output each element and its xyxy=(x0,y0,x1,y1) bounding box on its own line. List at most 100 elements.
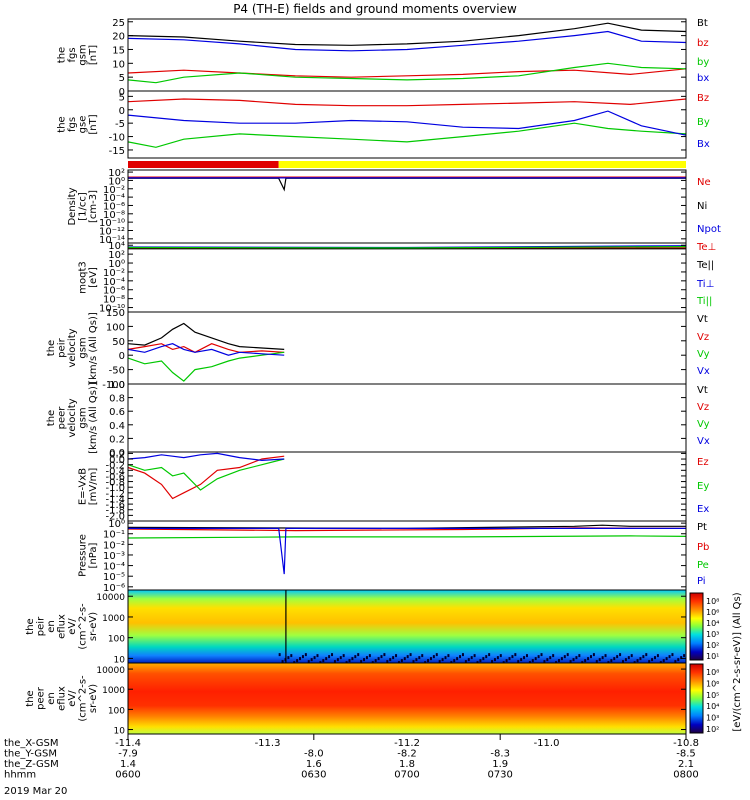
ylabel-line: [nPa] xyxy=(88,542,99,568)
noise-speck xyxy=(584,659,587,663)
noise-speck xyxy=(674,660,677,664)
noise-speck xyxy=(592,653,595,657)
noise-speck xyxy=(525,654,528,658)
ylabel-temperature: moqt3 [eV] xyxy=(78,261,100,294)
noise-speck xyxy=(642,655,645,659)
noise-speck xyxy=(464,660,467,664)
noise-speck xyxy=(651,658,654,662)
legend-peer-velocity-Vz: Vz xyxy=(697,402,709,413)
legend-peir-velocity-Vy: Vy xyxy=(697,349,710,360)
colorbar-tick: 10³ xyxy=(706,714,719,723)
noise-speck xyxy=(336,658,339,662)
ylabel-line: [km/s (All Qs)] xyxy=(88,312,99,384)
ytick-label: 10⁻² xyxy=(103,540,125,551)
ytick-label: 10 xyxy=(112,59,125,70)
legend-peir-velocity-Vz: Vz xyxy=(697,332,709,343)
noise-speck xyxy=(648,660,651,664)
ytick-label: 1.0 xyxy=(109,380,125,391)
noise-speck xyxy=(380,655,383,659)
frame-fgs-gse xyxy=(127,90,687,159)
figure-title: P4 (TH-E) fields and ground moments over… xyxy=(233,2,517,16)
ylabel-line: the xyxy=(46,340,57,356)
ytick-label: 10⁰ xyxy=(108,176,125,187)
ytick-label: 10⁻⁸ xyxy=(103,295,125,306)
ylabel-line: fgs xyxy=(67,47,78,62)
noise-speck xyxy=(491,660,494,664)
ylabel-line: en xyxy=(46,692,57,705)
frame-peir-velocity xyxy=(127,311,687,385)
ytick-label: 10000 xyxy=(96,666,125,676)
noise-speck xyxy=(517,660,520,664)
legend-fgs-gsm-Bt: Bt xyxy=(697,18,708,29)
ytick-label: -5 xyxy=(115,119,125,130)
noise-speck xyxy=(418,656,421,660)
ytick-label: 50 xyxy=(112,337,125,348)
ylabel-line: gse xyxy=(78,116,89,134)
ylabel-line: [nT] xyxy=(88,114,99,134)
noise-speck xyxy=(656,654,659,658)
legend-pressure-Pe: Pe xyxy=(697,560,709,571)
noise-speck xyxy=(296,659,299,663)
legend-fgs-gsm-by: by xyxy=(697,57,709,68)
legend-temperature-Te⊥: Te⊥ xyxy=(696,242,716,253)
ylabel-line: Density xyxy=(67,187,78,225)
ephemeris-value: -11.0 xyxy=(534,738,560,749)
ephemeris-label-the_Y-GSM: the_Y-GSM xyxy=(4,749,57,760)
ylabel-line: sr-eV) xyxy=(88,684,99,713)
noise-speck xyxy=(377,657,380,661)
colorbar-tick: 10² xyxy=(706,641,719,650)
noise-speck xyxy=(363,658,366,662)
ytick-label: -0.2 xyxy=(105,461,125,472)
ylabel-line: Pressure xyxy=(78,534,89,577)
panel-peir-eflux: 10000 1000 100 10 the peir en eflux eV/(cm^2-s-s… xyxy=(25,589,687,665)
noise-speck xyxy=(453,659,456,663)
ylabel-line: gsm xyxy=(78,44,89,65)
ylabel-line: (cm^2-s- xyxy=(78,675,89,722)
mode-bar-segment-0 xyxy=(128,161,279,168)
noise-speck xyxy=(444,656,447,660)
colorbar-tick: 10¹ xyxy=(706,652,719,661)
noise-speck xyxy=(304,653,307,657)
ylabel-line: gsm xyxy=(78,337,89,358)
frame-density xyxy=(127,169,687,244)
colorbar-tick: 10² xyxy=(706,725,719,734)
legend-temperature-Ti⊥: Ti⊥ xyxy=(696,279,714,290)
legend-fgs-gse-Bz: Bz xyxy=(697,93,709,104)
noise-speck xyxy=(287,656,290,660)
ephemeris-value: -7.9 xyxy=(118,749,138,760)
noise-speck xyxy=(677,658,680,662)
noise-speck xyxy=(421,654,424,658)
legend-fgs-gsm-bx: bx xyxy=(697,73,709,84)
noise-speck xyxy=(546,658,549,662)
ylabel-line: en xyxy=(46,620,57,633)
noise-speck xyxy=(365,656,368,660)
ytick-label: -2.0 xyxy=(105,511,125,522)
ephemeris-value: 0730 xyxy=(487,770,512,781)
noise-speck xyxy=(680,656,683,660)
noise-speck xyxy=(616,655,619,659)
ephemeris-value: 1.6 xyxy=(306,759,322,770)
ytick-label: 20 xyxy=(112,32,125,43)
legend-peer-velocity-Vt: Vt xyxy=(697,385,708,396)
colorbar-tick: 10⁶ xyxy=(706,608,719,617)
ylabel-line: velocity xyxy=(67,398,78,437)
noise-speck xyxy=(435,653,438,657)
ylabel-pressure: Pressure [nPa] xyxy=(78,534,100,577)
noise-speck xyxy=(400,659,403,663)
ytick-label: 0.4 xyxy=(109,421,125,432)
ytick-label: 10⁻¹⁰ xyxy=(99,304,125,315)
noise-speck xyxy=(569,660,572,664)
ylabel-fgs-gsm: the fgs gsm [nT] xyxy=(57,44,100,65)
ephemeris-value: 1.4 xyxy=(120,759,136,770)
colorbar-1: 10⁸ 10⁶ 10⁵ 10⁴ 10³ 10² xyxy=(689,663,719,734)
ytick-label: -10 xyxy=(109,133,125,144)
colorbar-tick: 10⁸ xyxy=(706,668,719,677)
ephemeris-value: -10.8 xyxy=(673,738,699,749)
series-fgs-gsm-bz xyxy=(127,68,687,78)
frame-pressure xyxy=(127,520,687,591)
ylabel-line: peir xyxy=(57,337,68,357)
noise-speck xyxy=(412,660,415,664)
ylabel-line: gsm xyxy=(78,407,89,428)
